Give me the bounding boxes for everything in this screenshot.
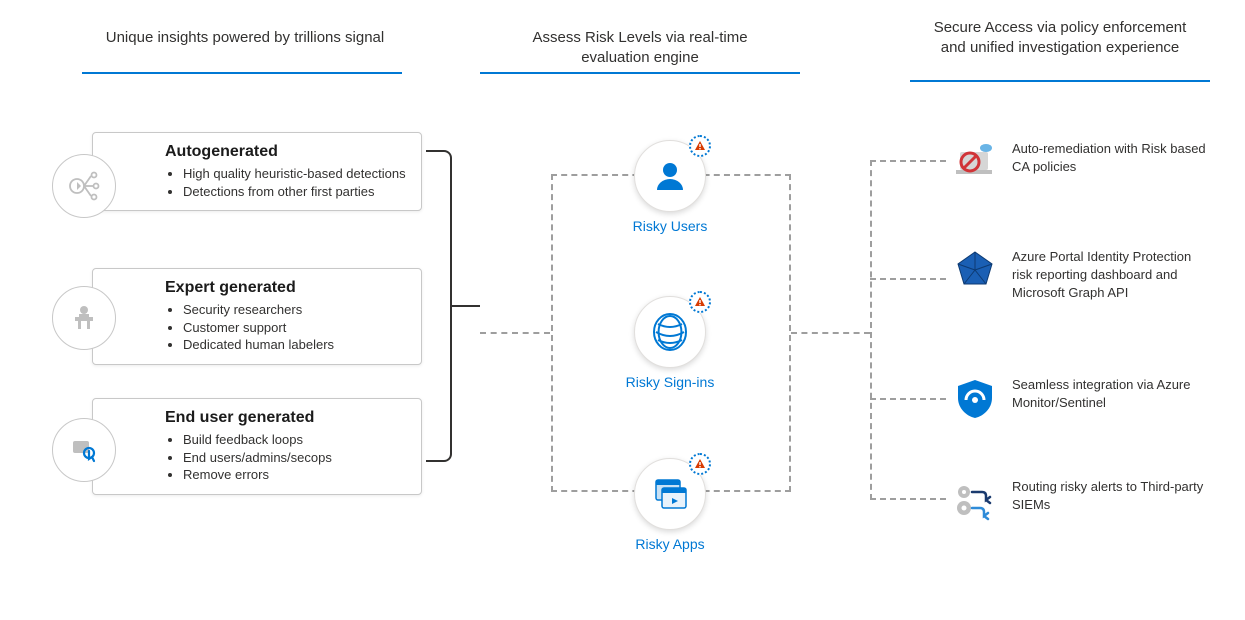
secure-item-sentinel: Seamless integration via Azure Monitor/S… [952, 376, 1212, 422]
connector-left [480, 332, 550, 334]
secure-text: Azure Portal Identity Protection risk re… [1012, 248, 1212, 303]
alert-icon [689, 291, 711, 313]
secure-text: Seamless integration via Azure Monitor/S… [1012, 376, 1212, 412]
shield-icon [952, 376, 998, 422]
insight-title: Autogenerated [165, 143, 407, 161]
touch-icon [52, 418, 116, 482]
connector-branch-1 [870, 160, 946, 162]
alert-icon [689, 135, 711, 157]
workflow-icon [52, 154, 116, 218]
column-header-secure: Secure Access via policy enforcement and… [930, 18, 1190, 57]
column-header-insights: Unique insights powered by trillions sig… [95, 28, 395, 48]
connector-branch-3 [870, 398, 946, 400]
secure-text: Auto-remediation with Risk based CA poli… [1012, 140, 1212, 176]
underline-secure [910, 80, 1210, 82]
secure-item-remediation: Auto-remediation with Risk based CA poli… [952, 140, 1212, 186]
risk-label-users: Risky Users [600, 218, 740, 234]
insight-title: End user generated [165, 409, 407, 427]
insight-bullets: High quality heuristic-based detections … [165, 165, 407, 200]
column-header-assess: Assess Risk Levels via real-time evaluat… [510, 28, 770, 67]
connector-trunk [870, 160, 872, 500]
risk-node-apps [634, 458, 706, 530]
bracket-stem [452, 305, 480, 307]
insight-card-enduser: End user generated Build feedback loops … [92, 398, 422, 495]
insight-title: Expert generated [165, 279, 407, 297]
risk-label-signins: Risky Sign-ins [600, 374, 740, 390]
connector-branch-2 [870, 278, 946, 280]
secure-item-portal: Azure Portal Identity Protection risk re… [952, 248, 1212, 303]
gears-route-icon [952, 478, 998, 524]
connector-branch-4 [870, 498, 946, 500]
insight-card-autogenerated: Autogenerated High quality heuristic-bas… [92, 132, 422, 211]
laptop-block-icon [952, 140, 998, 186]
underline-insights [82, 72, 402, 74]
insight-bullets: Build feedback loops End users/admins/se… [165, 431, 407, 484]
connector-mid [791, 332, 870, 334]
risk-node-users [634, 140, 706, 212]
insight-bullets: Security researchers Customer support De… [165, 301, 407, 354]
polyhedron-icon [952, 248, 998, 294]
risk-label-apps: Risky Apps [600, 536, 740, 552]
alert-icon [689, 453, 711, 475]
secure-text: Routing risky alerts to Third-party SIEM… [1012, 478, 1212, 514]
risk-node-signins [634, 296, 706, 368]
presenter-icon [52, 286, 116, 350]
bracket-connector [426, 150, 452, 462]
secure-item-siem: Routing risky alerts to Third-party SIEM… [952, 478, 1212, 524]
underline-assess [480, 72, 800, 74]
insight-card-expert: Expert generated Security researchers Cu… [92, 268, 422, 365]
